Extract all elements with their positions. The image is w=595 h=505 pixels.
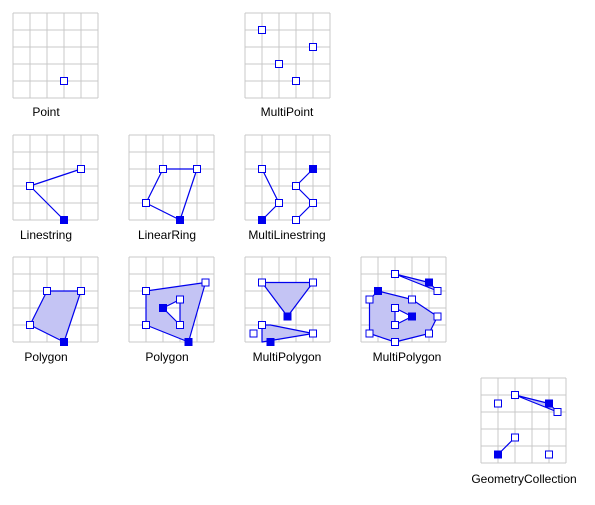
panel-linearring-3 [128, 134, 215, 224]
vertex-hollow [494, 399, 502, 408]
vertex-hollow [433, 312, 442, 321]
vertex-hollow [391, 321, 399, 329]
polygon-shape [29, 290, 82, 343]
caption-point: Point [32, 105, 60, 119]
grid-multipoint-1 [244, 12, 331, 99]
vertex-filled [258, 216, 266, 224]
panel-point-0 [12, 12, 99, 99]
grid-multilinestring-4 [244, 134, 331, 221]
panel-linestring-2 [12, 134, 99, 224]
caption-linestring: Linestring [19, 228, 73, 242]
vertex-hollow [433, 287, 442, 295]
vertex-hollow [309, 199, 317, 207]
panel-multipolygon-7 [244, 256, 331, 346]
vertex-hollow [159, 165, 167, 173]
vertex-filled [283, 312, 292, 321]
vertex-hollow [511, 433, 519, 442]
panel-polygon-6 [128, 256, 215, 346]
vertex-hollow [201, 278, 210, 287]
vertex-filled [159, 304, 167, 312]
vertex-hollow [511, 391, 519, 399]
vertex-hollow [365, 329, 374, 338]
caption-multilinestring: MultiLinestring [248, 228, 326, 242]
vertex-hollow [309, 329, 317, 338]
vertex-hollow [309, 43, 317, 51]
grid-linearring-3 [128, 134, 215, 221]
vertex-hollow [26, 321, 34, 329]
vertex-filled [60, 338, 68, 346]
vertex-hollow [408, 295, 416, 304]
vertex-hollow [553, 408, 562, 416]
vertex-hollow [176, 295, 184, 304]
vertex-hollow [275, 199, 283, 207]
panel-multipoint-1 [244, 12, 331, 99]
vertex-filled [425, 278, 433, 287]
line-shape [295, 168, 314, 221]
panel-polygon-5 [12, 256, 99, 346]
caption-polygon-with-hole: Polygon [145, 350, 189, 364]
line-shape [145, 168, 198, 221]
vertex-hollow [60, 77, 68, 85]
grid-point-0 [12, 12, 99, 99]
caption-geometrycollection: GeometryCollection [471, 472, 577, 486]
vertex-filled [408, 312, 416, 321]
vertex-hollow [258, 165, 266, 173]
vertex-hollow [275, 60, 283, 68]
line-shape [261, 168, 280, 221]
vertex-filled [60, 216, 68, 224]
vertex-hollow [77, 165, 85, 173]
polygon-shape [368, 290, 439, 343]
line-shape [29, 168, 82, 221]
panel-multipolygon-8 [360, 256, 447, 346]
grid-linestring-2 [12, 134, 99, 221]
vertex-hollow [43, 287, 51, 295]
vertex-hollow [142, 287, 150, 295]
caption-multipoint: MultiPoint [260, 105, 314, 119]
vertex-hollow [425, 329, 433, 338]
vertex-hollow [292, 77, 300, 85]
vertex-hollow [258, 321, 266, 329]
vertex-filled [374, 287, 382, 295]
caption-multipolygon: MultiPolygon [252, 350, 322, 364]
vertex-hollow [309, 278, 317, 287]
vertex-filled [184, 338, 193, 346]
vertex-hollow [292, 182, 300, 190]
vertex-filled [176, 216, 184, 224]
vertex-hollow [292, 216, 300, 224]
vertex-filled [494, 450, 502, 459]
vertex-hollow [176, 321, 184, 329]
caption-polygon: Polygon [24, 350, 68, 364]
vertex-filled [266, 338, 275, 346]
vertex-hollow [545, 450, 553, 459]
vertex-hollow [391, 304, 399, 312]
vertex-hollow [142, 321, 150, 329]
polygon-shape [261, 281, 314, 318]
panel-multilinestring-4 [244, 134, 331, 224]
vertex-filled [309, 165, 317, 173]
vertex-hollow [258, 278, 266, 287]
polygon-shape [514, 394, 559, 413]
vertex-hollow [26, 182, 34, 190]
vertex-hollow [77, 287, 85, 295]
grid-geometrycollection-9 [480, 377, 567, 464]
vertex-hollow [258, 26, 266, 34]
vertex-hollow [391, 270, 399, 278]
vertex-hollow [391, 338, 399, 346]
vertex-hollow [365, 295, 374, 304]
vertex-hollow [193, 165, 201, 173]
caption-multipolygon-with-hole: MultiPolygon [372, 350, 442, 364]
panel-geometrycollection-9 [480, 377, 567, 464]
vertex-hollow [249, 329, 258, 338]
polygon-shape [394, 273, 439, 292]
vertex-filled [545, 399, 553, 408]
vertex-hollow [142, 199, 150, 207]
caption-linearring: LinearRing [137, 228, 197, 242]
